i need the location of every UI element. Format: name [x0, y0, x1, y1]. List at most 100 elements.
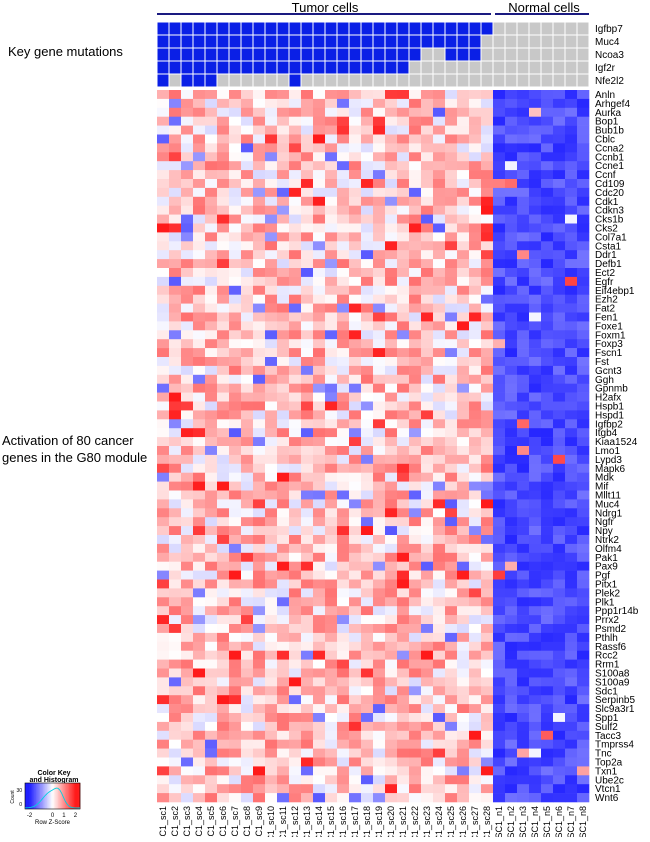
heat-cell — [577, 526, 590, 536]
heat-cell — [553, 357, 566, 367]
heat-cell — [169, 615, 182, 625]
heat-cell — [529, 214, 542, 224]
heat-cell — [181, 285, 194, 295]
heat-cell — [385, 543, 398, 554]
heat-cell — [265, 579, 278, 589]
heat-cell — [433, 508, 446, 518]
heat-cell — [313, 134, 326, 144]
mutation-cell — [481, 61, 493, 74]
heat-cell — [313, 392, 326, 402]
heat-cell — [217, 579, 230, 589]
mutation-cell — [529, 48, 541, 61]
heat-cell — [301, 98, 314, 109]
heat-cell — [205, 268, 218, 278]
heat-cell — [469, 196, 482, 206]
heat-cell — [157, 713, 170, 723]
mutation-cell — [457, 61, 469, 74]
heat-cell — [505, 437, 518, 447]
heat-cell — [385, 241, 398, 251]
heat-cell — [253, 410, 266, 420]
heat-cell — [517, 748, 530, 758]
heat-cell — [229, 276, 242, 287]
heat-cell — [253, 214, 266, 224]
heat-cell — [349, 561, 362, 571]
heat-cell — [529, 125, 542, 135]
heat-cell — [433, 677, 446, 687]
heat-cell — [313, 588, 326, 598]
heat-cell — [541, 134, 554, 144]
heat-cell — [505, 392, 518, 402]
heat-cell — [529, 116, 542, 126]
heat-cell — [445, 615, 458, 625]
heat-cell — [253, 401, 266, 411]
heat-cell — [181, 134, 194, 144]
heat-cell — [445, 766, 458, 776]
heat-cell — [433, 463, 446, 473]
normal-group-label: Normal cells — [508, 0, 580, 15]
heat-cell — [313, 606, 326, 616]
heat-cell — [157, 232, 170, 242]
heat-cell — [157, 330, 170, 340]
heat-cell — [229, 446, 242, 456]
heat-cell — [289, 330, 302, 340]
heat-cell — [517, 392, 530, 402]
heat-cell — [385, 365, 398, 376]
heat-cell — [565, 793, 578, 803]
heat-cell — [217, 686, 230, 696]
mutation-cell — [373, 61, 385, 74]
heat-cell — [385, 134, 398, 144]
key-gradient-stop — [69, 783, 71, 809]
heat-cell — [217, 677, 230, 687]
heat-cell — [517, 641, 530, 651]
heat-cell — [289, 624, 302, 634]
heat-cell — [253, 90, 266, 100]
heat-cell — [265, 205, 278, 215]
heat-cell — [529, 152, 542, 162]
heat-cell — [433, 312, 446, 322]
heat-cell — [373, 321, 386, 331]
module-label-line2: genes in the G80 module — [2, 450, 148, 465]
heat-cell — [385, 357, 398, 367]
heat-cell — [409, 90, 422, 100]
heat-cell — [265, 437, 278, 447]
heat-cell — [277, 606, 290, 616]
heat-cell — [217, 713, 230, 723]
heat-cell — [553, 250, 566, 260]
heat-cell — [313, 374, 326, 384]
heat-cell — [541, 294, 554, 304]
heat-cell — [265, 526, 278, 536]
heat-cell — [361, 365, 374, 376]
heat-cell — [409, 579, 422, 589]
heat-cell — [409, 232, 422, 242]
heat-cell — [469, 205, 482, 215]
heat-cell — [181, 437, 194, 447]
heat-cell — [205, 143, 218, 153]
heat-cell — [421, 570, 434, 580]
heat-cell — [193, 713, 206, 723]
heat-cell — [397, 775, 410, 785]
heat-cell — [493, 90, 506, 100]
heat-cell — [421, 259, 434, 269]
heat-cell — [169, 784, 182, 794]
heat-cell — [421, 535, 434, 545]
mutation-cell — [421, 74, 433, 87]
heat-cell — [373, 570, 386, 580]
heat-cell — [577, 784, 590, 794]
heat-cell — [457, 143, 470, 153]
heat-cell — [241, 552, 254, 562]
heat-cell — [265, 757, 278, 767]
mutation-cell — [277, 35, 289, 48]
heat-cell — [505, 107, 518, 117]
heat-cell — [277, 561, 290, 571]
tumor-group-label: Tumor cells — [291, 0, 359, 15]
heat-cell — [457, 766, 470, 776]
heat-cell — [457, 499, 470, 509]
heat-cell — [169, 339, 182, 349]
heat-cell — [325, 276, 338, 287]
heat-cell — [409, 766, 422, 776]
heat-cell — [289, 223, 302, 233]
heat-cell — [481, 526, 494, 536]
heat-cell — [457, 793, 470, 803]
heat-cell — [553, 232, 566, 242]
heat-cell — [181, 179, 194, 189]
